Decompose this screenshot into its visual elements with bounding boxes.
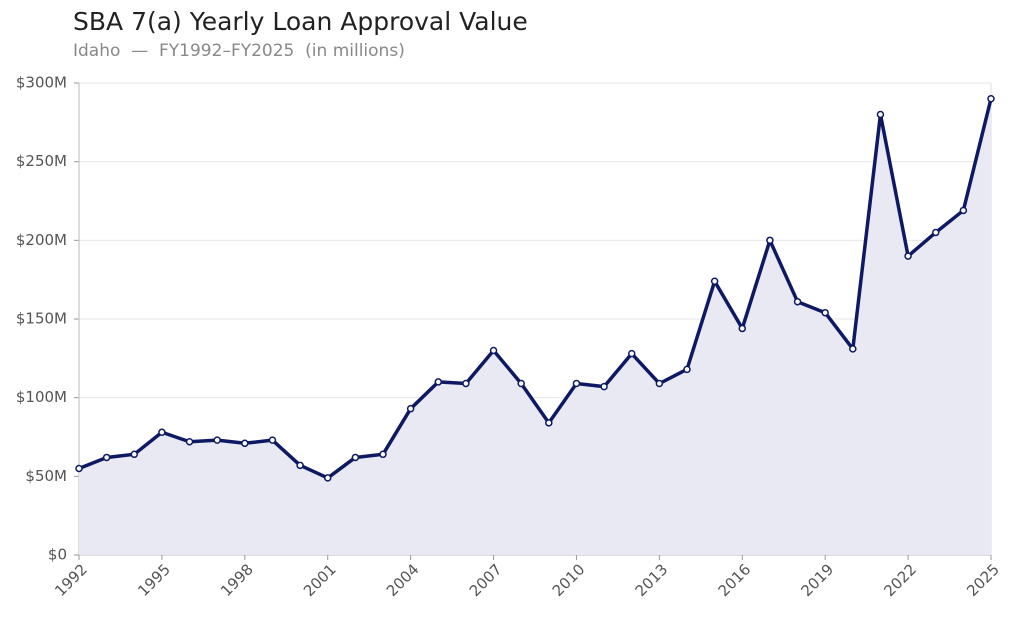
x-tick-label: 1998	[217, 560, 257, 600]
point	[323, 474, 332, 482]
point	[351, 453, 360, 462]
point	[683, 365, 691, 374]
point	[158, 428, 166, 437]
point	[102, 453, 111, 462]
point	[793, 297, 802, 306]
point	[931, 228, 940, 237]
point	[710, 277, 719, 285]
point	[987, 94, 995, 103]
point	[959, 206, 968, 215]
x-tick-label: 2016	[715, 560, 755, 600]
x-tick-label: 2019	[797, 560, 837, 600]
point	[489, 346, 498, 355]
point	[406, 404, 415, 413]
area	[79, 98, 991, 555]
point	[849, 345, 857, 353]
y-tick-label: $200M	[16, 231, 67, 249]
point	[268, 436, 277, 444]
point	[655, 379, 664, 388]
point	[738, 324, 747, 333]
point	[766, 236, 774, 245]
y-tick-label: $100M	[16, 388, 67, 406]
point	[876, 110, 885, 119]
point	[545, 419, 553, 427]
point	[434, 378, 443, 386]
y-tick-label: $150M	[16, 310, 67, 328]
x-tick-label: 1995	[134, 560, 174, 600]
y-tick-label: $0	[48, 546, 67, 564]
chart-subtitle: Idaho — FY1992–FY2025 (in millions)	[73, 41, 405, 61]
point	[75, 464, 83, 473]
point	[462, 379, 470, 388]
point	[517, 379, 525, 388]
point	[379, 450, 387, 459]
chart-title: SBA 7(a) Yearly Loan Approval Value	[73, 7, 528, 36]
x-tick-label: 2010	[549, 560, 589, 600]
point	[213, 436, 221, 444]
x-tick-label: 1992	[51, 560, 91, 600]
y-tick-label: $250M	[16, 152, 67, 170]
y-tick-label: $300M	[16, 74, 67, 92]
x-tick-label: 2007	[466, 560, 506, 600]
point	[904, 252, 912, 260]
point	[821, 308, 829, 317]
x-tick-label: 2025	[963, 560, 1003, 600]
line	[78, 98, 993, 480]
x-tick-label: 2004	[383, 560, 423, 600]
x-tick-label: 2013	[632, 560, 672, 600]
x-tick-label: 2022	[880, 560, 920, 600]
point	[600, 382, 608, 391]
point	[130, 450, 139, 459]
point	[185, 437, 194, 446]
point	[572, 379, 581, 388]
point	[627, 349, 636, 358]
y-tick-label: $50M	[25, 467, 67, 485]
point	[296, 461, 304, 470]
x-tick-label: 2001	[300, 560, 340, 600]
point	[241, 439, 249, 448]
